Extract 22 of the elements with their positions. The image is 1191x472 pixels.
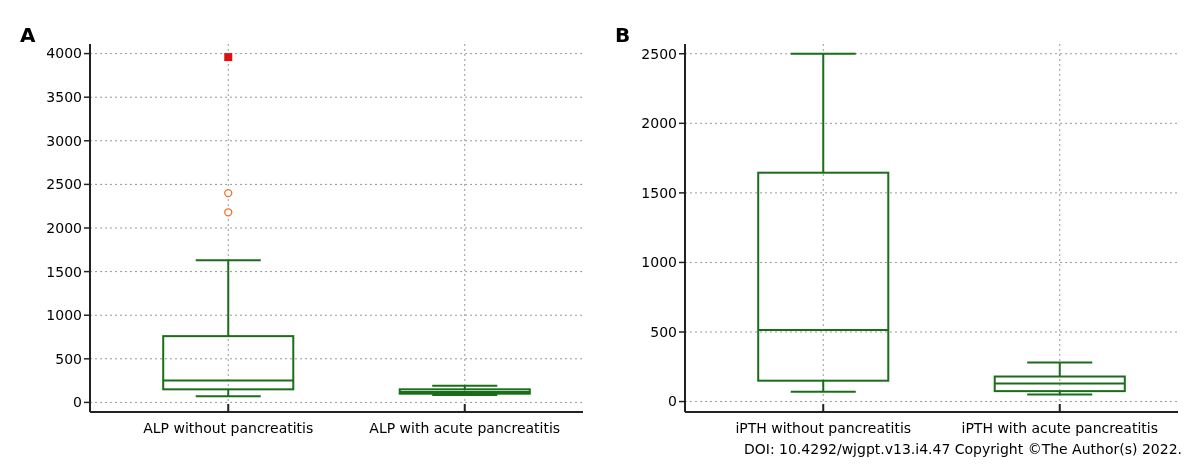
y-tick-label: 2000 bbox=[641, 115, 677, 132]
x-tick-label: ALP with acute pancreatitis bbox=[369, 420, 561, 436]
y-tick-label: 3000 bbox=[46, 132, 82, 149]
y-tick-label: 4000 bbox=[46, 45, 82, 62]
y-tick-label: 0 bbox=[73, 394, 82, 411]
x-tick-label: iPTH without pancreatitis bbox=[735, 420, 912, 436]
text: DOI: 10.4292/wjgpt.v13.i4.47 Copyright ©The Author(s) 2022. bbox=[743, 441, 1182, 457]
y-tick-label: 2500 bbox=[641, 45, 677, 62]
y-tick-label: 0 bbox=[668, 393, 677, 410]
y-tick-label: 500 bbox=[55, 350, 82, 367]
y-tick-label: 1500 bbox=[46, 263, 82, 280]
y-tick-label: 3500 bbox=[46, 89, 82, 106]
y-tick-label: 1500 bbox=[641, 184, 677, 201]
x-tick-label: iPTH with acute pancreatitis bbox=[961, 420, 1158, 436]
y-tick-label: 1000 bbox=[641, 254, 677, 271]
y-tick-label: 2000 bbox=[46, 219, 82, 236]
y-tick-label: 2500 bbox=[46, 176, 82, 193]
chart-title: A bbox=[20, 23, 36, 47]
chart-title: B bbox=[615, 23, 631, 47]
y-tick-label: 1000 bbox=[46, 307, 82, 324]
x-tick-label: ALP without pancreatitis bbox=[143, 420, 314, 436]
y-tick-label: 500 bbox=[650, 323, 677, 340]
